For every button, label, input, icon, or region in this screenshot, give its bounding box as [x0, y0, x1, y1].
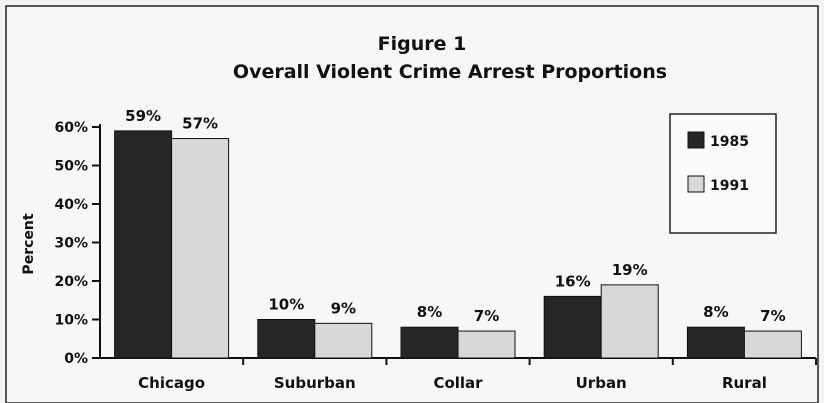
bar [114, 130, 173, 359]
bar [314, 322, 373, 359]
bar [686, 326, 745, 359]
data-label: 7% [760, 307, 785, 325]
y-tick-label: 0% [64, 351, 88, 367]
x-tick-label: Suburban [274, 374, 356, 392]
bar [171, 138, 230, 359]
bar [743, 330, 802, 359]
data-label: 57% [182, 115, 218, 133]
bar [400, 326, 459, 359]
data-label: 9% [331, 299, 356, 317]
x-tick-label: Urban [576, 374, 627, 392]
y-tick-label: 40% [54, 197, 88, 213]
data-label: 7% [474, 307, 499, 325]
legend-swatch-1991 [687, 175, 705, 193]
chart-subtitle: Overall Violent Crime Arrest Proportions [233, 61, 667, 83]
data-label: 16% [555, 272, 591, 290]
data-label: 59% [125, 107, 161, 125]
legend-label-1991: 1991 [710, 178, 749, 194]
y-tick-label: 60% [54, 120, 88, 136]
x-tick-label: Chicago [138, 374, 205, 392]
data-label: 8% [417, 303, 442, 321]
legend-box [669, 113, 777, 234]
y-tick-label: 30% [54, 236, 88, 252]
data-label: 19% [612, 261, 648, 279]
bar [543, 295, 602, 359]
y-tick-label: 10% [54, 313, 88, 329]
bar [600, 284, 659, 359]
chart-title: Figure 1 [378, 33, 467, 55]
x-tick-label: Collar [433, 374, 483, 392]
x-tick-label: Rural [722, 374, 767, 392]
data-label: 8% [703, 303, 728, 321]
y-tick-label: 50% [54, 159, 88, 175]
bar [457, 330, 516, 359]
plot-area: 0% 10% 20% 30% 40% 50% 60% Chicago 59% 57% Suburba… [54, 107, 817, 392]
bar [257, 319, 316, 359]
legend-label-1985: 1985 [710, 134, 749, 150]
legend-swatch-1985 [687, 131, 705, 149]
data-label: 10% [268, 296, 304, 314]
legend: 1985 1991 [669, 113, 777, 234]
y-axis-label: Percent [21, 213, 37, 274]
y-tick-label: 20% [54, 274, 88, 290]
